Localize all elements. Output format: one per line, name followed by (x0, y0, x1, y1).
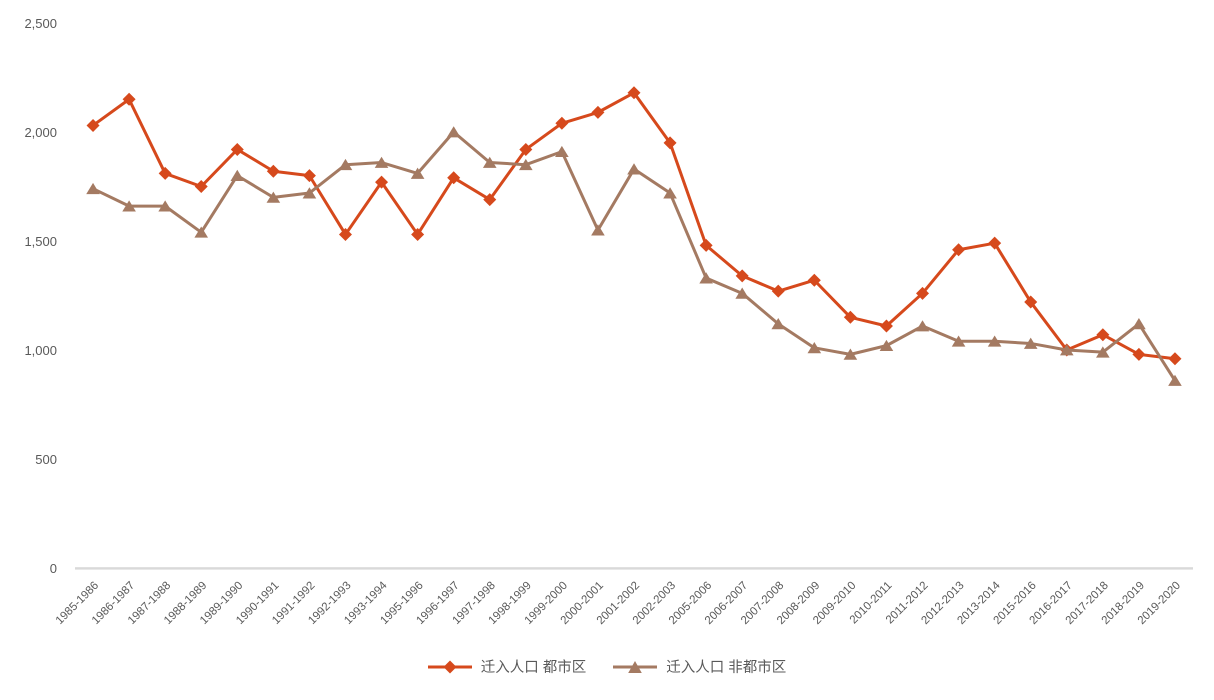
legend-marker-nonmetro-triangle-icon (613, 660, 658, 673)
series-1-marker-triangle (1096, 346, 1110, 358)
y-axis-tick-label: 500 (35, 452, 57, 467)
series-0-marker-diamond (483, 193, 497, 207)
series-1-marker-triangle (446, 126, 461, 138)
series-1-marker-triangle (122, 200, 136, 212)
series-0-marker-diamond (555, 116, 569, 130)
series-1-marker-triangle (374, 156, 389, 168)
series-0-marker-diamond (302, 169, 316, 183)
legend-label-metro: 迁入人口 都市区 (480, 660, 587, 676)
series-1-marker-triangle (987, 335, 1002, 347)
series-0-marker-diamond (158, 166, 172, 180)
x-axis-line (75, 567, 1193, 570)
series-1-marker-triangle (951, 335, 966, 347)
legend-item-metro: 迁入人口 都市区 (427, 656, 587, 677)
y-axis-tick-label: 2,000 (24, 125, 57, 140)
series-1-marker-triangle (663, 187, 677, 199)
series-0-marker-diamond (771, 284, 785, 298)
series-1-marker-triangle (555, 145, 569, 158)
y-axis-tick-label: 0 (50, 561, 57, 576)
series-1-marker-triangle (735, 287, 749, 299)
series-0-marker-diamond (591, 105, 605, 119)
series-0-marker-diamond (1132, 347, 1146, 361)
series-1-marker-triangle (1059, 344, 1074, 356)
series-0-marker-diamond (807, 273, 821, 287)
series-1-marker-triangle (158, 200, 172, 212)
series-0-marker-diamond (375, 175, 389, 189)
legend-item-nonmetro: 迁入人口 非都市区 (613, 656, 786, 677)
series-1-marker-triangle (1132, 318, 1146, 330)
series-1-marker-triangle (879, 339, 894, 352)
series-0-marker-diamond (86, 118, 100, 132)
series-1-marker-triangle (266, 191, 281, 203)
series-1-marker-triangle (482, 156, 497, 168)
series-1-marker-triangle (843, 348, 858, 360)
series-1-marker-triangle (230, 169, 245, 181)
chart-plot-area: 05001,0001,5002,0002,5001985-19861986-19… (24, 16, 1193, 627)
y-axis-tick-label: 2,500 (24, 16, 57, 31)
series-1-marker-triangle (338, 158, 353, 171)
series-0-marker-diamond (519, 142, 533, 156)
series-0-marker-diamond (916, 286, 930, 300)
series-0-marker-diamond (879, 319, 893, 333)
series-0-marker-diamond (411, 227, 425, 241)
series-0-line (91, 91, 1177, 361)
series-1-marker-triangle (86, 182, 100, 195)
series-0-marker-diamond (1024, 295, 1038, 309)
series-0-marker-diamond (447, 171, 461, 185)
series-1-marker-triangle (915, 320, 930, 332)
series-0-marker-diamond (122, 92, 136, 106)
series-0-marker-diamond (735, 269, 749, 283)
series-1-marker-triangle (1168, 374, 1182, 386)
legend-label-nonmetro: 迁入人口 非都市区 (666, 660, 787, 676)
series-0-marker-diamond (338, 227, 352, 241)
series-1-marker-triangle (771, 318, 786, 330)
series-0-marker-diamond (194, 180, 208, 193)
series-1-marker-triangle (591, 224, 605, 236)
y-axis-tick-label: 1,500 (24, 234, 57, 249)
chart-legend: 迁入人口 都市区 迁入人口 非都市区 (0, 656, 1214, 677)
series-1-marker-triangle (699, 272, 713, 284)
series-0-marker-diamond (1096, 328, 1110, 342)
series-0-marker-diamond (988, 236, 1002, 250)
series-1-marker-triangle (302, 187, 317, 199)
series-0-marker-diamond (952, 243, 966, 257)
series-1-marker-triangle (807, 342, 822, 354)
series-0-marker-diamond (1168, 352, 1182, 366)
series-0-marker-diamond (266, 164, 280, 178)
series-1-marker-triangle (410, 167, 425, 179)
series-1-marker-triangle (1023, 337, 1038, 349)
series-1-marker-triangle (519, 158, 533, 171)
series-1-marker-triangle (194, 226, 209, 238)
series-0-marker-diamond (663, 136, 677, 150)
series-0-marker-diamond (627, 86, 641, 100)
series-0-marker-diamond (230, 142, 244, 156)
y-axis-tick-label: 1,000 (24, 343, 57, 358)
series-0-marker-diamond (699, 238, 713, 252)
series-1-marker-triangle (627, 163, 641, 175)
series-0-marker-diamond (843, 310, 857, 324)
legend-marker-metro-diamond-icon (427, 660, 472, 673)
